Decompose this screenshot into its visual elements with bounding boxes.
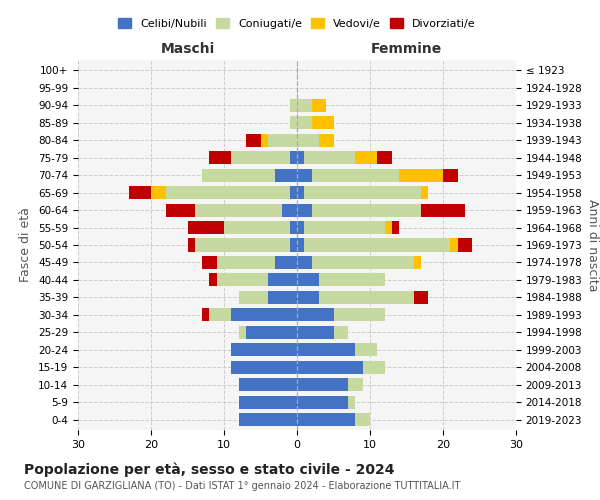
Bar — [377, 151, 392, 164]
Bar — [334, 308, 385, 322]
Bar — [348, 396, 355, 408]
Bar — [450, 238, 458, 252]
Bar — [319, 274, 385, 286]
Text: COMUNE DI GARZIGLIANA (TO) - Dati ISTAT 1° gennaio 2024 - Elaborazione TUTTITALI: COMUNE DI GARZIGLIANA (TO) - Dati ISTAT … — [24, 481, 460, 491]
Bar — [290, 99, 297, 112]
Bar — [297, 326, 334, 339]
Bar — [202, 168, 275, 181]
Bar — [297, 308, 334, 322]
Bar — [217, 274, 268, 286]
Bar — [304, 221, 385, 234]
Bar — [304, 186, 421, 199]
Bar — [239, 396, 297, 408]
Bar — [260, 134, 268, 147]
Bar — [297, 204, 311, 216]
Bar — [239, 291, 268, 304]
Bar — [166, 186, 290, 199]
Bar — [311, 256, 414, 269]
Bar — [421, 204, 465, 216]
Bar — [166, 204, 195, 216]
Bar — [239, 378, 297, 391]
Bar — [283, 204, 297, 216]
Bar — [297, 413, 355, 426]
Bar — [458, 238, 472, 252]
Text: Femmine: Femmine — [371, 42, 442, 56]
Bar — [290, 221, 297, 234]
Bar — [275, 168, 297, 181]
Bar — [209, 274, 217, 286]
Bar — [268, 291, 297, 304]
Bar — [297, 151, 304, 164]
Bar — [297, 134, 319, 147]
Bar — [355, 151, 377, 164]
Bar — [385, 221, 392, 234]
Bar — [290, 186, 297, 199]
Bar — [355, 343, 377, 356]
Bar — [290, 151, 297, 164]
Y-axis label: Anni di nascita: Anni di nascita — [586, 198, 599, 291]
Bar — [232, 308, 297, 322]
Bar — [421, 186, 428, 199]
Bar — [224, 221, 290, 234]
Bar — [414, 291, 428, 304]
Bar — [290, 116, 297, 130]
Bar — [392, 221, 399, 234]
Bar — [297, 186, 304, 199]
Bar — [334, 326, 348, 339]
Bar — [304, 151, 355, 164]
Bar — [232, 151, 290, 164]
Bar — [209, 151, 232, 164]
Legend: Celibi/Nubili, Coniugati/e, Vedovi/e, Divorziati/e: Celibi/Nubili, Coniugati/e, Vedovi/e, Di… — [114, 14, 480, 34]
Bar — [195, 238, 290, 252]
Bar — [319, 291, 414, 304]
Bar — [297, 291, 319, 304]
Bar — [268, 274, 297, 286]
Bar — [187, 221, 224, 234]
Bar — [311, 99, 326, 112]
Bar — [297, 168, 311, 181]
Bar — [297, 238, 304, 252]
Bar — [319, 134, 334, 147]
Bar — [304, 238, 450, 252]
Bar — [246, 134, 260, 147]
Bar — [297, 396, 348, 408]
Bar — [232, 343, 297, 356]
Bar — [297, 378, 348, 391]
Bar — [239, 413, 297, 426]
Bar — [311, 204, 421, 216]
Bar — [202, 308, 209, 322]
Bar — [239, 326, 246, 339]
Bar — [414, 256, 421, 269]
Bar — [297, 343, 355, 356]
Bar — [151, 186, 166, 199]
Bar — [297, 360, 362, 374]
Bar — [246, 326, 297, 339]
Bar — [290, 238, 297, 252]
Bar — [443, 168, 458, 181]
Bar — [297, 221, 304, 234]
Bar — [232, 360, 297, 374]
Bar — [362, 360, 385, 374]
Bar — [297, 256, 311, 269]
Bar — [297, 274, 319, 286]
Bar — [129, 186, 151, 199]
Bar — [311, 116, 334, 130]
Bar — [355, 413, 370, 426]
Y-axis label: Fasce di età: Fasce di età — [19, 208, 32, 282]
Bar — [275, 256, 297, 269]
Bar — [297, 99, 311, 112]
Bar — [399, 168, 443, 181]
Bar — [311, 168, 399, 181]
Bar — [209, 308, 232, 322]
Text: Popolazione per età, sesso e stato civile - 2024: Popolazione per età, sesso e stato civil… — [24, 462, 395, 477]
Bar — [202, 256, 217, 269]
Bar — [195, 204, 283, 216]
Bar — [268, 134, 297, 147]
Bar — [187, 238, 195, 252]
Bar — [348, 378, 363, 391]
Text: Maschi: Maschi — [160, 42, 215, 56]
Bar — [297, 116, 311, 130]
Bar — [217, 256, 275, 269]
